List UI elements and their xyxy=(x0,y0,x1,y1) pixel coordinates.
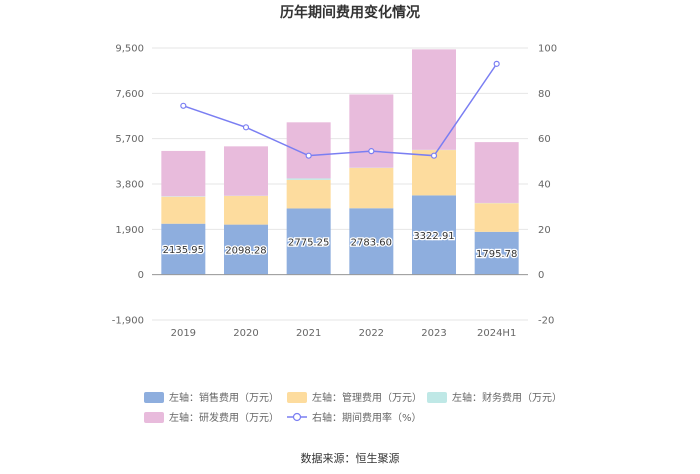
rate-point xyxy=(493,60,500,67)
legend: 左轴：销售费用（万元） 左轴：管理费用（万元） 左轴：财务费用（万元） 左轴：研发费用… xyxy=(144,391,562,424)
y-right-tick-label: 60 xyxy=(538,134,551,145)
x-tick-label: 2019 xyxy=(171,328,196,339)
bar-segment-2 xyxy=(161,196,206,224)
legend-label: 左轴：财务费用（万元） xyxy=(452,391,562,404)
x-axis: 2019 2020 2021 2022 2023 2024H1 xyxy=(152,274,528,339)
bar-data-label: 1795.78 xyxy=(476,249,517,260)
bar-segment-4 xyxy=(412,49,456,150)
legend-label: 右轴：期间费用率（%） xyxy=(312,411,422,424)
left-axis: -1,900 0 1,900 3,800 5,700 7,600 9,500 xyxy=(112,44,144,327)
y-left-tick-label: 5,700 xyxy=(115,134,144,145)
bar-data-label: 3322.91 xyxy=(413,231,454,242)
rate-point xyxy=(368,148,375,155)
legend-swatch xyxy=(144,412,164,423)
grid xyxy=(152,47,528,321)
data-labels: 2135.95 2098.28 2775.25 2783.60 3322.91 1795.… xyxy=(161,230,518,262)
y-right-tick-label: 100 xyxy=(538,44,557,55)
y-left-tick-label: 1,900 xyxy=(115,225,144,236)
bar-segment-4 xyxy=(286,122,331,179)
bar-segment-3 xyxy=(286,178,331,180)
y-left-tick-label: 3,800 xyxy=(115,180,144,191)
source-note: 数据来源：恒生聚源 xyxy=(301,451,400,465)
y-right-tick-label: -20 xyxy=(538,316,554,327)
y-right-tick-label: 80 xyxy=(538,89,551,100)
legend-label: 左轴：研发费用（万元） xyxy=(169,411,279,424)
rate-point xyxy=(242,124,250,131)
x-tick-label: 2020 xyxy=(233,328,258,339)
bar-segment-2 xyxy=(474,203,519,232)
legend-label: 左轴：销售费用（万元） xyxy=(169,391,279,404)
bar-segment-1 xyxy=(349,208,394,275)
bar-segment-4 xyxy=(474,142,519,203)
y-right-tick-label: 40 xyxy=(538,180,551,191)
y-left-tick-label: -1,900 xyxy=(112,316,144,327)
y-right-tick-label: 20 xyxy=(538,225,551,236)
x-tick-label: 2021 xyxy=(296,328,321,339)
legend-swatch xyxy=(144,392,164,403)
y-left-tick-label: 7,600 xyxy=(115,89,144,100)
right-axis: -20 0 20 40 60 80 100 xyxy=(538,44,557,327)
y-right-tick-label: 0 xyxy=(538,270,544,281)
x-tick-label: 2024H1 xyxy=(477,328,516,339)
rate-point xyxy=(305,152,312,159)
bar-segment-2 xyxy=(349,167,394,209)
bar-segment-2 xyxy=(224,195,268,225)
chart-title: 历年期间费用变化情况 xyxy=(280,4,420,21)
legend-swatch xyxy=(287,392,307,403)
rate-point xyxy=(180,102,187,109)
bars xyxy=(161,49,519,275)
bar-segment-4 xyxy=(224,146,268,196)
rate-point xyxy=(430,152,438,159)
bar-segment-1 xyxy=(224,224,268,275)
bar-data-label: 2775.25 xyxy=(288,238,329,249)
legend-label: 左轴：管理费用（万元） xyxy=(312,391,422,404)
bar-segment-1 xyxy=(474,231,519,275)
bar-data-label: 2135.95 xyxy=(163,245,204,256)
legend-line-marker xyxy=(292,412,302,422)
bar-segment-1 xyxy=(286,208,331,275)
rate-line xyxy=(183,63,498,157)
bar-data-label: 2783.60 xyxy=(351,237,392,248)
x-tick-label: 2022 xyxy=(359,328,384,339)
bar-segment-4 xyxy=(349,94,394,168)
bar-segment-4 xyxy=(161,150,206,197)
y-left-tick-label: 0 xyxy=(138,270,144,281)
x-tick-label: 2023 xyxy=(421,328,446,339)
bar-segment-2 xyxy=(286,179,331,209)
y-left-tick-label: 9,500 xyxy=(115,44,144,55)
bar-data-label: 2098.28 xyxy=(225,246,266,257)
bar-segment-1 xyxy=(412,195,456,275)
legend-swatch xyxy=(427,392,447,403)
line-series xyxy=(180,60,500,159)
bar-segment-1 xyxy=(161,223,206,275)
